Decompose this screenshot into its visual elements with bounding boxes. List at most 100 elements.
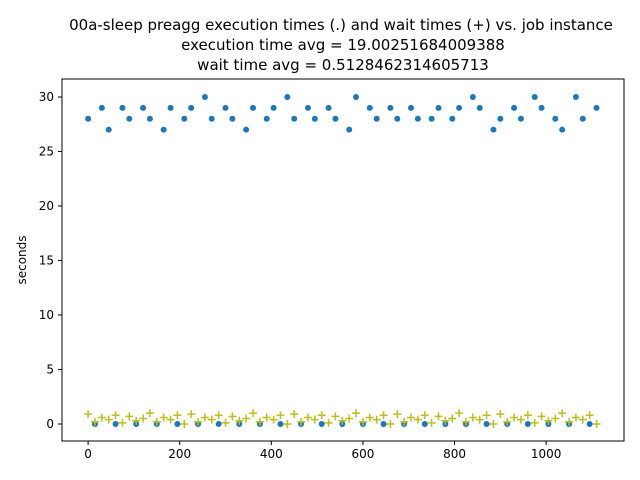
wait-point	[386, 419, 395, 428]
wait-point	[221, 418, 230, 427]
execution-point	[243, 126, 250, 133]
y-tick-label: 30	[39, 90, 54, 104]
wait-point	[578, 415, 587, 424]
execution-point	[119, 104, 126, 111]
wait-point	[434, 412, 443, 421]
execution-point	[579, 115, 586, 122]
wait-point	[180, 419, 189, 428]
wait-point	[248, 409, 257, 418]
wait-point	[317, 411, 326, 420]
wait-point	[358, 417, 367, 426]
execution-point	[160, 126, 167, 133]
execution-point	[538, 104, 545, 111]
execution-point	[552, 115, 559, 122]
wait-point	[84, 410, 93, 419]
wait-point	[187, 410, 196, 419]
execution-point	[208, 115, 215, 122]
x-tick-label: 1000	[531, 447, 562, 461]
wait-point	[544, 416, 553, 425]
execution-point	[167, 104, 174, 111]
wait-point	[139, 414, 148, 423]
wait-point	[413, 415, 422, 424]
execution-point	[332, 115, 339, 122]
execution-point	[311, 115, 318, 122]
wait-point	[523, 411, 532, 420]
execution-point	[249, 104, 256, 111]
execution-point	[325, 104, 332, 111]
wait-point	[393, 410, 402, 419]
wait-point	[90, 417, 99, 426]
wait-point	[303, 413, 312, 422]
wait-point	[235, 416, 244, 425]
wait-point	[125, 412, 134, 421]
wait-point	[448, 414, 457, 423]
execution-point	[469, 93, 476, 100]
wait-point	[152, 417, 161, 426]
wait-point	[269, 415, 278, 424]
execution-point	[353, 93, 360, 100]
execution-point	[572, 93, 579, 100]
wait-point	[104, 415, 113, 424]
wait-point	[558, 409, 567, 418]
execution-point	[140, 104, 147, 111]
wait-point	[496, 410, 505, 419]
wait-point	[461, 417, 470, 426]
execution-point	[304, 104, 311, 111]
execution-point	[291, 115, 298, 122]
execution-point	[126, 115, 133, 122]
wait-point	[537, 412, 546, 421]
chart-subtitle: execution time avg = 19.00251684009388	[181, 36, 505, 54]
wait-point	[365, 413, 374, 422]
execution-point	[229, 115, 236, 122]
wait-point	[166, 415, 175, 424]
wait-point	[338, 416, 347, 425]
execution-point	[284, 93, 291, 100]
execution-point	[394, 115, 401, 122]
wait-point	[565, 417, 574, 426]
wait-point	[420, 411, 429, 420]
x-tick-label: 800	[443, 447, 466, 461]
wait-point	[592, 419, 601, 428]
wait-point	[207, 415, 216, 424]
execution-point	[188, 104, 195, 111]
execution-point	[373, 115, 380, 122]
execution-point	[428, 115, 435, 122]
wait-point	[118, 418, 127, 427]
execution-point	[586, 420, 593, 427]
wait-point	[290, 410, 299, 419]
wait-point	[571, 413, 580, 422]
execution-point	[483, 420, 490, 427]
chart-title: 00a-sleep preagg execution times (.) and…	[69, 16, 613, 34]
execution-point	[181, 115, 188, 122]
execution-point	[270, 104, 277, 111]
wait-point	[345, 414, 354, 423]
wait-point	[283, 419, 292, 428]
wait-point	[228, 412, 237, 421]
wait-point	[455, 409, 464, 418]
execution-point	[366, 104, 373, 111]
wait-point	[331, 412, 340, 421]
wait-point	[400, 417, 409, 426]
wait-point	[352, 409, 361, 418]
execution-point	[346, 126, 353, 133]
wait-point	[276, 411, 285, 420]
y-tick-label: 20	[39, 199, 54, 213]
x-tick-label: 200	[168, 447, 191, 461]
wait-point	[111, 411, 120, 420]
wait-point	[489, 419, 498, 428]
wait-point	[200, 413, 209, 422]
y-tick-label: 5	[46, 362, 54, 376]
execution-point	[222, 104, 229, 111]
execution-point	[593, 104, 600, 111]
y-tick-label: 15	[39, 253, 54, 267]
wait-point	[475, 415, 484, 424]
wait-point	[516, 415, 525, 424]
execution-point	[414, 115, 421, 122]
execution-point	[456, 104, 463, 111]
execution-point	[559, 126, 566, 133]
wait-point	[310, 415, 319, 424]
execution-point	[215, 420, 222, 427]
execution-point	[380, 420, 387, 427]
wait-point	[132, 416, 141, 425]
